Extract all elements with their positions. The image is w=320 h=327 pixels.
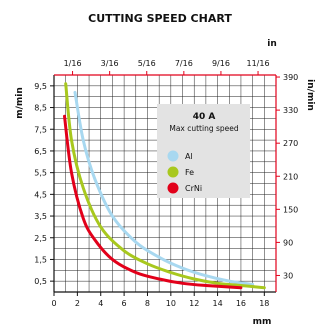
legend-marker-al [167,150,179,162]
y-tick-label: 1,5 [34,255,47,264]
x-tick-label: 12 [189,299,199,308]
y-tick-label: 0,5 [34,277,47,286]
y-tick-label: 7,5 [34,125,47,134]
y-tick-label: 2,5 [34,234,47,243]
y-tick-label: 3,5 [34,212,47,221]
x-tick-label: 18 [259,299,269,308]
series-lines [63,82,266,290]
right-tick-label: 270 [283,139,298,148]
right-axis-unit: in/min [305,79,315,111]
y-tick-label: 6,5 [34,147,47,156]
top-tick-label: 3/16 [101,59,119,68]
top-tick-label: 1/16 [64,59,82,68]
series-line-al [73,90,255,286]
right-tick-label: 330 [283,106,298,115]
x-tick-label: 2 [75,299,80,308]
chart-title: CUTTING SPEED CHART [88,12,232,25]
top-tick-label: 5/16 [138,59,156,68]
right-tick-label: 30 [283,271,293,280]
top-tick-label: 7/16 [175,59,193,68]
legend: 40 A Max cutting speed Al Fe CrNi [157,104,250,198]
y-tick-label: 8,5 [34,104,47,113]
legend-marker-fe [167,166,179,178]
top-tick-label: 9/16 [212,59,230,68]
series-line-fe [64,82,266,290]
legend-label-fe: Fe [185,168,194,177]
right-tick-label: 390 [283,73,298,82]
series-line-crni [63,114,243,290]
x-tick-label: 6 [122,299,127,308]
x-tick-label: 0 [51,299,56,308]
top-tick-label: 11/16 [247,59,270,68]
legend-title: 40 A [193,112,216,122]
x-tick-label: 8 [145,299,150,308]
bottom-axis-unit: mm [253,317,272,327]
right-tick-label: 150 [283,205,298,214]
legend-subtitle: Max cutting speed [169,124,239,133]
tick-labels: 0 2 4 6 8 10 12 14 16 18 0,5 1,5 2,5 3,5 4,5 5,5 6,5 7,5 8… [34,59,298,308]
left-axis-unit: m/min [15,87,25,119]
x-tick-label: 16 [236,299,246,308]
x-tick-label: 4 [98,299,103,308]
y-tick-label: 5,5 [34,169,47,178]
right-tick-label: 90 [283,238,293,247]
top-axis-unit: in [267,39,277,49]
axes [50,71,280,296]
legend-label-crni: CrNi [185,184,202,193]
x-tick-label: 14 [212,299,222,308]
y-tick-label: 4,5 [34,190,47,199]
legend-label-al: Al [185,152,193,161]
right-tick-label: 210 [283,172,298,181]
legend-marker-crni [167,182,179,194]
x-tick-label: 10 [166,299,176,308]
y-tick-label: 9,5 [34,82,47,91]
